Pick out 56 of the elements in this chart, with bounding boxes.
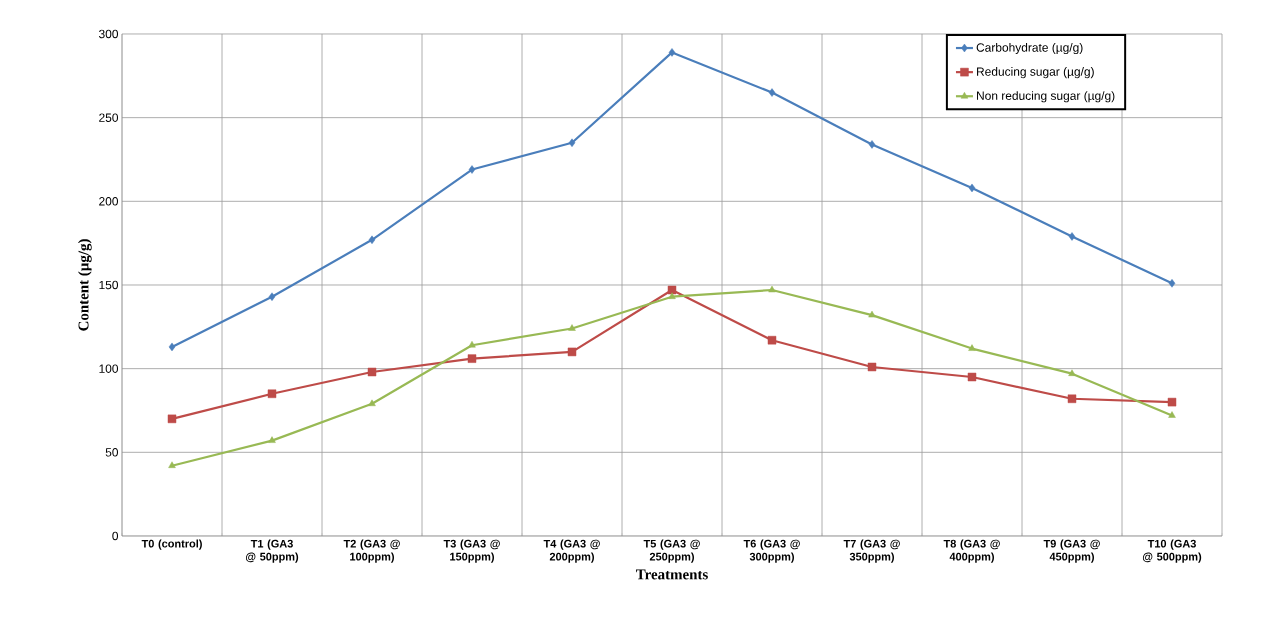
x-tick-label: T2 (GA3 @ 100ppm) xyxy=(343,539,400,563)
x-tick-label: T3 (GA3 @ 150ppm) xyxy=(443,539,500,563)
point xyxy=(968,344,976,351)
point xyxy=(367,367,377,377)
point xyxy=(1167,397,1177,407)
x-axis-title: Treatments xyxy=(636,569,708,580)
point xyxy=(668,292,676,299)
x-tick-label: T7 (GA3 @ 350ppm) xyxy=(843,539,900,563)
legend-label: Reducing sugar (µg/g) xyxy=(977,67,1094,79)
point xyxy=(168,342,176,352)
x-tick-label: T1 (GA3 @ 50ppm) xyxy=(245,539,299,563)
point xyxy=(967,372,977,382)
point xyxy=(867,362,877,372)
point xyxy=(568,324,576,331)
x-tick-label: T0 (control) xyxy=(141,539,202,550)
legend-label: Carbohydrate (µg/g) xyxy=(976,42,1083,55)
point xyxy=(268,292,276,301)
point xyxy=(1067,394,1077,404)
point xyxy=(968,183,976,193)
point xyxy=(768,88,776,97)
point xyxy=(568,138,576,147)
y-axis-title: Content (µg/g) xyxy=(78,239,92,331)
x-tick-label: T8 (GA3 @ 400ppm) xyxy=(943,539,1000,563)
point xyxy=(468,340,476,348)
point xyxy=(1068,369,1076,376)
y-tick-label: 100 xyxy=(99,364,119,373)
y-tick-label: 150 xyxy=(99,280,119,290)
x-tick-label: T4 (GA3 @ 200ppm) xyxy=(543,539,600,563)
point xyxy=(368,235,376,245)
x-tick-label: T6 (GA3 @ 300ppm) xyxy=(743,539,800,563)
point xyxy=(167,414,177,424)
y-tick-label: 200 xyxy=(99,197,119,206)
legend-label: Non reducing sugar (µg/g) xyxy=(977,91,1115,103)
point xyxy=(868,310,876,318)
y-tick-label: 0 xyxy=(112,531,119,541)
x-tick-label: T5 (GA3 @ 250ppm) xyxy=(643,539,700,563)
point xyxy=(868,140,876,149)
point xyxy=(768,285,776,293)
y-tick-label: 250 xyxy=(99,113,119,122)
point xyxy=(1168,411,1176,418)
point xyxy=(767,335,777,345)
x-tick-label: T10 (GA3 @ 500ppm) xyxy=(1142,539,1202,563)
point xyxy=(168,461,176,468)
y-tick-label: 50 xyxy=(105,448,119,457)
y-tick-label: 300 xyxy=(99,29,119,39)
point xyxy=(267,389,277,398)
point xyxy=(1068,232,1076,241)
point xyxy=(467,354,477,363)
point xyxy=(268,436,276,443)
point xyxy=(668,48,676,57)
point xyxy=(368,399,376,407)
point xyxy=(567,347,577,357)
point xyxy=(468,165,476,174)
x-tick-label: T9 (GA3 @ 450ppm) xyxy=(1043,539,1100,563)
point xyxy=(1168,279,1176,288)
point xyxy=(667,285,677,295)
